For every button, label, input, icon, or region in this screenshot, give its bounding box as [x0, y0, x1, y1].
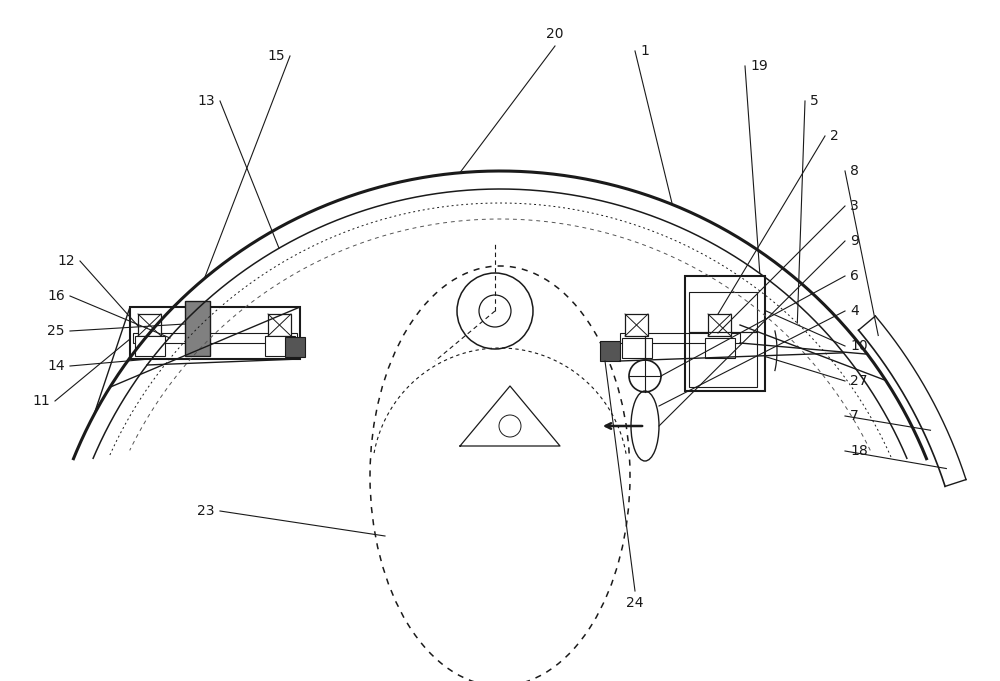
Bar — [705, 338, 735, 358]
Bar — [130, 307, 300, 359]
Text: 12: 12 — [57, 254, 75, 268]
Bar — [265, 336, 295, 356]
Text: 15: 15 — [267, 49, 285, 63]
Text: 3: 3 — [850, 199, 859, 213]
Bar — [708, 314, 731, 336]
Bar — [622, 338, 652, 358]
Text: 13: 13 — [197, 94, 215, 108]
Bar — [285, 337, 305, 357]
Text: 20: 20 — [546, 27, 564, 41]
Bar — [268, 314, 291, 336]
Text: 18: 18 — [850, 444, 868, 458]
Bar — [185, 301, 210, 356]
Text: 8: 8 — [850, 164, 859, 178]
Text: 2: 2 — [830, 129, 839, 143]
Text: 1: 1 — [640, 44, 649, 58]
Text: 6: 6 — [850, 269, 859, 283]
Text: 5: 5 — [810, 94, 819, 108]
Bar — [625, 314, 648, 336]
Text: 10: 10 — [850, 339, 868, 353]
Text: 25: 25 — [48, 324, 65, 338]
Text: 11: 11 — [32, 394, 50, 408]
Text: 4: 4 — [850, 304, 859, 318]
Bar — [138, 314, 161, 336]
Text: 19: 19 — [750, 59, 768, 73]
Text: 16: 16 — [47, 289, 65, 303]
Bar — [133, 333, 297, 343]
Bar — [689, 332, 757, 387]
Text: 7: 7 — [850, 409, 859, 423]
Bar — [135, 336, 165, 356]
Bar — [689, 291, 757, 332]
Bar — [600, 341, 620, 361]
Bar — [685, 276, 765, 391]
Text: 14: 14 — [47, 359, 65, 373]
Text: 23: 23 — [198, 504, 215, 518]
Bar — [620, 333, 740, 343]
Text: 27: 27 — [850, 374, 868, 388]
Text: 24: 24 — [626, 596, 644, 610]
Text: 9: 9 — [850, 234, 859, 248]
